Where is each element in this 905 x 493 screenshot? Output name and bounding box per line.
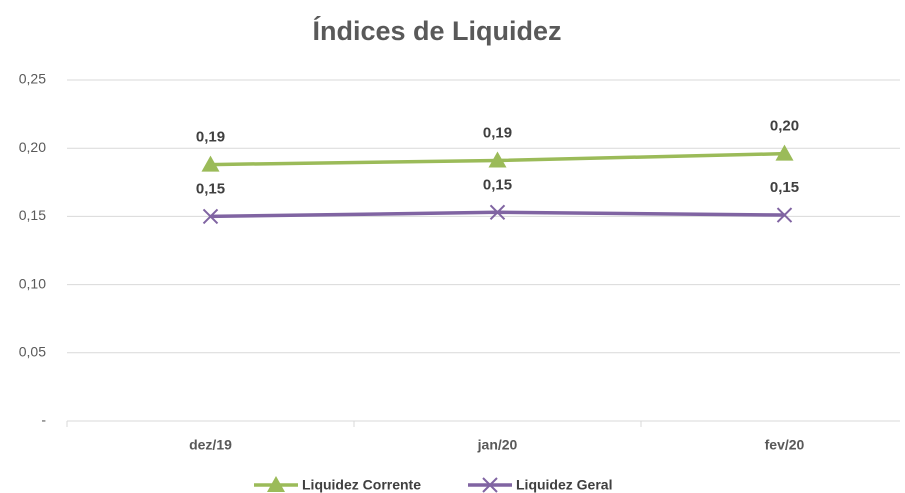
point xyxy=(201,155,220,172)
legend-marker xyxy=(267,476,285,492)
x-tick-label: fev/20 xyxy=(765,437,805,453)
value-label: 0,15 xyxy=(196,180,225,197)
legend-marker xyxy=(482,477,498,493)
y-tick-label: 0,25 xyxy=(19,71,46,87)
value-label: 0,15 xyxy=(483,176,512,193)
legend-label: Liquidez Corrente xyxy=(302,477,421,493)
x-tick-label: jan/20 xyxy=(477,437,518,453)
value-label: 0,20 xyxy=(770,118,799,135)
y-tick-label: 0,20 xyxy=(19,139,46,155)
point xyxy=(775,144,794,161)
x-tick-label: dez/19 xyxy=(189,437,232,453)
y-tick-label: 0,15 xyxy=(19,207,46,223)
point xyxy=(776,207,793,223)
y-tick-label: 0,10 xyxy=(19,275,46,291)
y-tick-label: - xyxy=(41,412,46,428)
y-tick-label: 0,05 xyxy=(19,344,46,360)
value-label: 0,19 xyxy=(483,124,512,141)
point xyxy=(488,151,507,168)
legend-label: Liquidez Geral xyxy=(516,477,612,493)
point xyxy=(202,208,219,225)
chart-title: Índices de Liquidez xyxy=(312,15,561,46)
value-label: 0,15 xyxy=(770,179,799,196)
value-label: 0,19 xyxy=(196,129,225,146)
point xyxy=(489,204,506,221)
